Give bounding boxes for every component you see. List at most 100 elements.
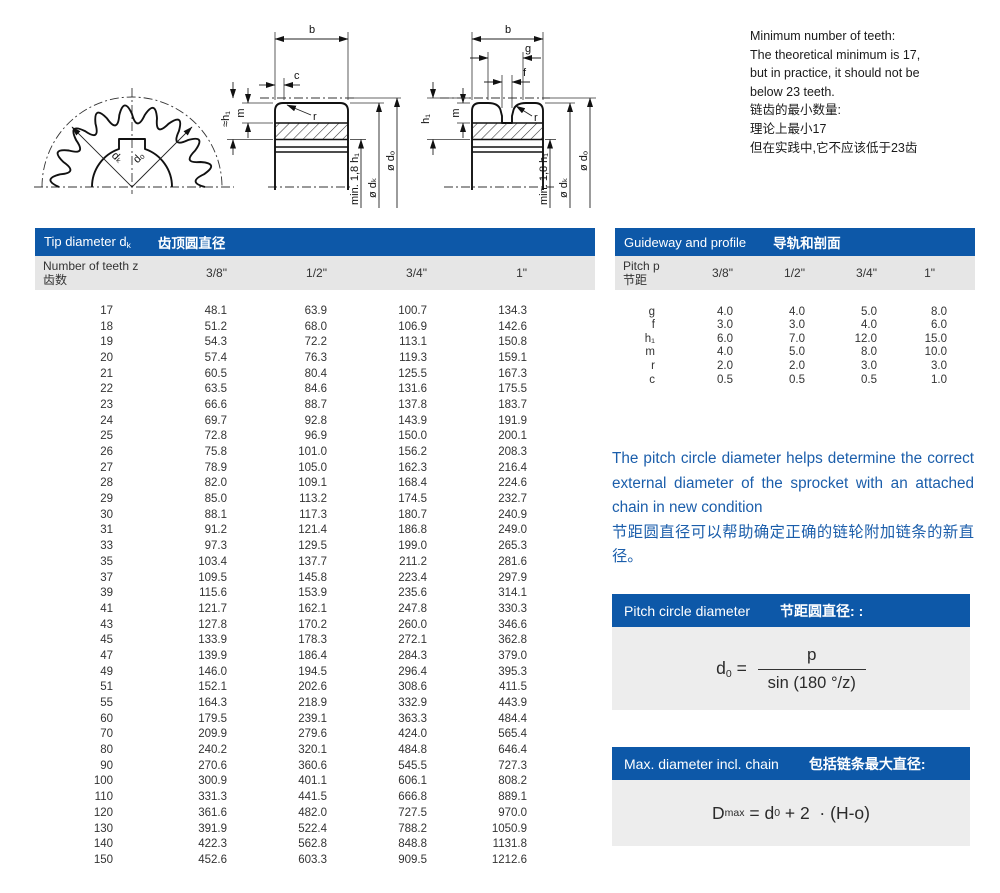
do-diameter-line [131,126,193,188]
value-cell-1: 297.9 [498,571,527,584]
teeth-count-cell: 140 [93,838,113,851]
value-cell-3-8: 48.1 [204,304,227,317]
value-cell-3-4: 545.5 [398,759,427,772]
value-cell-1: 208.3 [498,446,527,459]
value-cell-3-4: 150.0 [398,430,427,443]
sprocket-front-view: dₖ dₒ [34,88,234,194]
column-header: 3/8" [712,266,733,280]
guideway-table-row-header: Pitch p 节距 [623,259,660,287]
note-line: below 23 teeth. [750,84,835,99]
value-cell-3-4: 5.0 [861,305,877,318]
value-cell-1-2: 218.9 [298,697,327,710]
dim-label-min18: min. 1,8 h₁ [538,153,550,205]
formula-mid: = d [744,802,775,823]
column-header: 1" [516,266,527,280]
formula-lhs: d0 = [716,657,752,680]
teeth-count-cell: 35 [100,555,113,568]
value-cell-1-2: 482.0 [298,806,327,819]
value-cell-1-2: 63.9 [304,304,327,317]
value-cell-1: 10.0 [924,346,947,359]
paragraph-zh: 节距圆直径可以帮助确定正确的链轮附加链条的新直径。 [612,523,974,566]
table-row: c 0.5 0.5 0.5 1.0 [615,373,947,387]
value-cell-3-8: 60.5 [204,367,227,380]
value-cell-3-4: 186.8 [398,524,427,537]
value-cell-3-4: 8.0 [861,346,877,359]
value-cell-1: 1212.6 [491,853,527,866]
dim-label-h1: h₁ [420,114,432,124]
value-cell-3-4: 606.1 [398,775,427,788]
teeth-count-cell: 70 [100,728,113,741]
guideway-table-rows: g 4.0 4.0 5.0 8.0 f 3.0 3.0 4.0 6.0 h₁ 6… [615,305,975,386]
value-cell-1: 346.6 [498,618,527,631]
value-cell-3-8: 66.6 [204,398,227,411]
value-cell-1: 970.0 [498,806,527,819]
value-cell-3-8: 63.5 [204,383,227,396]
value-cell-1-2: 603.3 [298,853,327,866]
teeth-count-cell: 31 [100,524,113,537]
value-cell-1-2: 105.0 [298,461,327,474]
note-line: Minimum number of teeth: [750,29,896,43]
value-cell-3-8: 139.9 [198,649,227,662]
teeth-count-cell: 51 [100,681,113,694]
pitch-circle-formula: d0 = p sin (180 °/z) [612,627,970,710]
table-row: f 3.0 3.0 4.0 6.0 [615,319,947,333]
value-cell-1-2: 4.0 [789,305,805,318]
value-cell-1-2: 239.1 [298,712,327,725]
teeth-count-cell: 19 [100,336,113,349]
value-cell-1: 1.0 [931,373,947,386]
teeth-count-cell: 28 [100,477,113,490]
fraction-numerator: p [807,644,817,664]
value-cell-1-2: 109.1 [298,477,327,490]
value-cell-1-2: 153.9 [298,587,327,600]
table-row: 24 69.7 92.8 143.9 191.9 [35,413,527,429]
table-row: 80 240.2 320.1 484.8 646.4 [35,742,527,758]
table-row: 25 72.8 96.9 150.0 200.1 [35,429,527,445]
formula-var: D [712,802,725,823]
value-cell-3-4: 308.6 [398,681,427,694]
value-cell-3-4: 727.5 [398,806,427,819]
value-cell-1-2: 68.0 [304,320,327,333]
value-cell-1-2: 121.4 [298,524,327,537]
value-cell-3-8: 88.1 [204,508,227,521]
value-cell-3-8: 121.7 [198,602,227,615]
teeth-count-cell: 17 [100,304,113,317]
value-cell-3-4: 484.8 [398,744,427,757]
value-cell-3-8: 4.0 [717,305,733,318]
value-cell-1: 314.1 [498,587,527,600]
value-cell-1: 249.0 [498,524,527,537]
fraction-denominator: sin (180 °/z) [757,668,866,693]
formula-tail: + 2 · (H-o) [780,802,870,823]
value-cell-3-8: 391.9 [198,822,227,835]
value-cell-3-4: 284.3 [398,649,427,662]
body-outline [274,102,349,190]
dim-label-c: c [294,70,300,82]
table-row: 41 121.7 162.1 247.8 330.3 [35,601,527,617]
value-cell-3-4: 168.4 [398,477,427,490]
table-row: h₁ 6.0 7.0 12.0 15.0 [615,332,947,346]
value-cell-3-4: 666.8 [398,791,427,804]
note-line: 理论上最小17 [750,121,827,136]
param-name-cell: r [651,359,655,372]
gear-teeth-profile [49,104,213,188]
dim-label-m: m [450,108,462,117]
value-cell-1-2: 7.0 [789,332,805,345]
param-name-cell: f [651,319,655,332]
param-name-cell: h₁ [644,332,655,345]
param-name-cell: g [648,305,655,318]
dim-label-g: g [525,43,531,55]
value-cell-3-4: 272.1 [398,634,427,647]
table-row: 29 85.0 113.2 174.5 232.7 [35,491,527,507]
table-row: 27 78.9 105.0 162.3 216.4 [35,460,527,476]
row-header-zh: 齿数 [43,273,68,287]
value-cell-1: 395.3 [498,665,527,678]
value-cell-1-2: 360.6 [298,759,327,772]
value-cell-1: 183.7 [498,398,527,411]
value-cell-1-2: 3.0 [789,319,805,332]
teeth-count-cell: 30 [100,508,113,521]
table-row: 31 91.2 121.4 186.8 249.0 [35,523,527,539]
guideway-table-title-en: Guideway and profile [624,234,747,250]
column-header: 3/4" [856,266,877,280]
teeth-count-cell: 43 [100,618,113,631]
max-box-header-bar: Max. diameter incl. chain 包括链条最大直径: [612,747,970,780]
